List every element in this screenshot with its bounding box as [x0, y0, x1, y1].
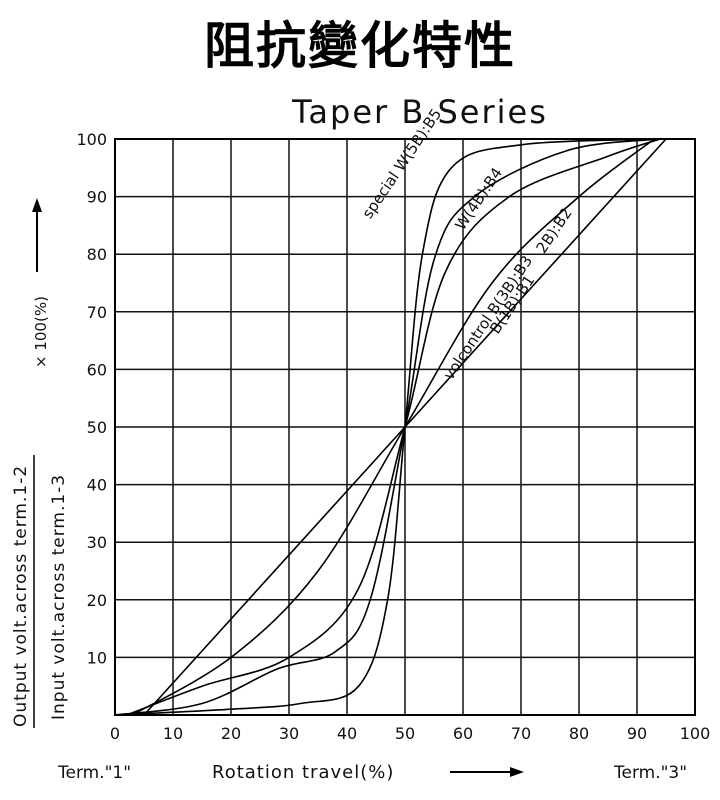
x-tick-label: 100 [680, 724, 711, 743]
y-tick-label: 100 [76, 130, 107, 149]
x-tick-label: 40 [337, 724, 357, 743]
y-axis-arrow [32, 198, 42, 272]
chart-title: Taper B Series [291, 93, 548, 131]
y-tick-label: 80 [87, 245, 107, 264]
y-tick-labels: 10 20 30 40 50 60 70 80 90 100 [76, 130, 107, 667]
x-tick-labels: 0 10 20 30 40 50 60 70 80 90 100 [110, 724, 710, 743]
x-tick-label: 80 [569, 724, 589, 743]
x-left-label: Term."1" [57, 763, 131, 783]
x-tick-label: 50 [395, 724, 415, 743]
series-line [114, 138, 661, 716]
x-tick-label: 10 [163, 724, 183, 743]
y-axis-label-top: Output volt.across term.1-2 [11, 465, 31, 727]
x-axis-label: Rotation travel(%) [212, 762, 394, 783]
y-tick-label: 70 [87, 303, 107, 322]
page-title: 阻抗變化特性 [204, 17, 516, 75]
chart-grid [114, 138, 696, 716]
x-right-label: Term."3" [613, 763, 687, 783]
chart-series [114, 138, 667, 716]
x-tick-label: 0 [110, 724, 120, 743]
y-tick-label: 90 [87, 188, 107, 207]
y-tick-label: 20 [87, 591, 107, 610]
y-tick-label: 50 [87, 418, 107, 437]
y-tick-label: 40 [87, 476, 107, 495]
x-tick-label: 90 [627, 724, 647, 743]
x-axis-arrow [450, 767, 524, 777]
y-tick-label: 30 [87, 533, 107, 552]
y-axis-multiplier: × 100(%) [32, 296, 50, 368]
series-label: 2B):B2 [533, 204, 576, 256]
y-tick-label: 60 [87, 360, 107, 379]
series-label: W(4B):B4 [451, 164, 506, 233]
y-tick-label: 10 [87, 648, 107, 667]
x-tick-label: 60 [453, 724, 473, 743]
y-axis-label-bottom: Input volt.across term.1-3 [49, 474, 69, 720]
plot-frame [114, 138, 696, 716]
x-tick-label: 20 [221, 724, 241, 743]
x-tick-label: 30 [279, 724, 299, 743]
x-tick-label: 70 [511, 724, 531, 743]
series-line [114, 138, 661, 716]
